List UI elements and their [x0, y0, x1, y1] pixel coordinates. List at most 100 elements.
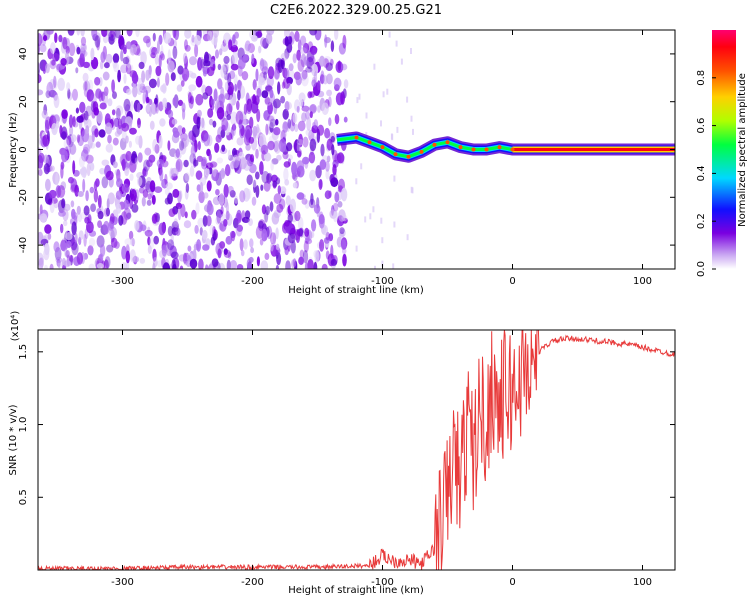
- noise-blob: [198, 190, 205, 204]
- noise-blob: [239, 238, 244, 252]
- noise-blob: [343, 79, 349, 89]
- noise-blob: [120, 44, 128, 51]
- noise-blob: [164, 188, 170, 196]
- heatmap-xlabel: Height of straight line (km): [288, 285, 424, 296]
- noise-blob: [298, 256, 304, 265]
- noise-blob: [162, 262, 171, 269]
- noise-blob: [116, 107, 121, 120]
- signal-hotspot: [432, 142, 437, 147]
- noise-blob: [287, 118, 292, 129]
- noise-blob: [324, 34, 328, 48]
- noise-blob: [151, 194, 156, 205]
- noise-blob: [182, 137, 189, 148]
- noise-blob: [78, 236, 82, 246]
- noise-blob: [235, 224, 243, 237]
- snr-scale-label: (x10⁴): [10, 311, 21, 342]
- noise-blob: [269, 121, 274, 133]
- noise-blob: [236, 224, 243, 232]
- noise-blob: [232, 154, 240, 169]
- noise-blob: [325, 231, 330, 241]
- noise-blob: [85, 190, 89, 202]
- noise-blob: [136, 102, 141, 113]
- noise-speck: [381, 260, 384, 267]
- noise-blob: [132, 256, 140, 263]
- noise-blob: [290, 240, 296, 254]
- noise-blob: [46, 30, 54, 35]
- noise-blob: [245, 126, 252, 141]
- noise-blob: [243, 239, 248, 250]
- noise-blob: [117, 118, 122, 130]
- noise-blob: [124, 183, 130, 193]
- noise-blob: [123, 98, 131, 112]
- noise-blob: [173, 218, 178, 228]
- noise-blob: [73, 121, 79, 128]
- noise-blob: [199, 227, 203, 236]
- noise-blob: [94, 76, 101, 86]
- noise-blob: [68, 114, 74, 128]
- noise-blob: [228, 39, 233, 51]
- noise-blob: [75, 107, 79, 114]
- noise-blob: [205, 162, 214, 170]
- noise-blob: [158, 34, 163, 45]
- noise-blob: [313, 71, 318, 85]
- noise-blob: [124, 167, 129, 174]
- noise-blob: [85, 125, 90, 135]
- noise-blob: [321, 102, 329, 115]
- noise-blob: [125, 63, 132, 75]
- noise-blob: [261, 204, 267, 215]
- noise-speck: [386, 88, 389, 95]
- noise-blob: [144, 229, 153, 237]
- noise-blob: [195, 202, 200, 215]
- noise-blob: [158, 222, 166, 236]
- noise-blob: [202, 229, 208, 240]
- noise-blob: [254, 171, 260, 180]
- noise-blob: [296, 160, 305, 172]
- noise-blob: [256, 87, 262, 98]
- noise-speck: [393, 221, 396, 228]
- noise-blob: [212, 30, 219, 38]
- noise-blob: [317, 124, 325, 136]
- noise-blob: [190, 153, 194, 168]
- noise-blob: [134, 157, 139, 165]
- x-tick-label: 0: [509, 577, 515, 588]
- noise-blob: [330, 40, 335, 52]
- noise-blob: [76, 134, 80, 143]
- y-tick-label: 1.5: [18, 344, 29, 360]
- noise-blob: [152, 262, 156, 269]
- signal-band-green: [336, 136, 675, 159]
- noise-blob: [220, 42, 229, 53]
- noise-blob: [172, 188, 180, 198]
- noise-blob: [189, 56, 197, 66]
- noise-blob: [313, 204, 321, 214]
- noise-blob: [310, 231, 315, 239]
- noise-blob: [156, 40, 160, 54]
- noise-blob: [230, 111, 238, 126]
- noise-blob: [251, 196, 257, 206]
- snr-plot: [38, 330, 675, 570]
- noise-blob: [326, 138, 333, 151]
- noise-blob: [292, 182, 298, 189]
- noise-blob: [123, 73, 127, 84]
- noise-blob: [131, 151, 137, 163]
- noise-blob: [76, 46, 81, 55]
- noise-blob: [340, 63, 348, 71]
- noise-blob: [145, 96, 150, 104]
- noise-blob: [334, 191, 340, 203]
- noise-blob: [234, 195, 239, 204]
- noise-blob: [123, 199, 130, 210]
- noise-blob: [88, 263, 95, 269]
- noise-blob: [39, 44, 47, 53]
- noise-blob: [38, 74, 42, 84]
- noise-blob: [226, 259, 231, 269]
- noise-blob: [115, 203, 122, 214]
- noise-blob: [151, 213, 158, 224]
- noise-blob: [81, 149, 89, 162]
- noise-blob: [146, 102, 151, 113]
- noise-blob: [334, 30, 339, 40]
- noise-blob: [300, 53, 307, 68]
- noise-blob: [90, 203, 96, 212]
- noise-blob: [206, 180, 212, 192]
- noise-blob: [175, 148, 180, 158]
- noise-blob: [294, 210, 301, 222]
